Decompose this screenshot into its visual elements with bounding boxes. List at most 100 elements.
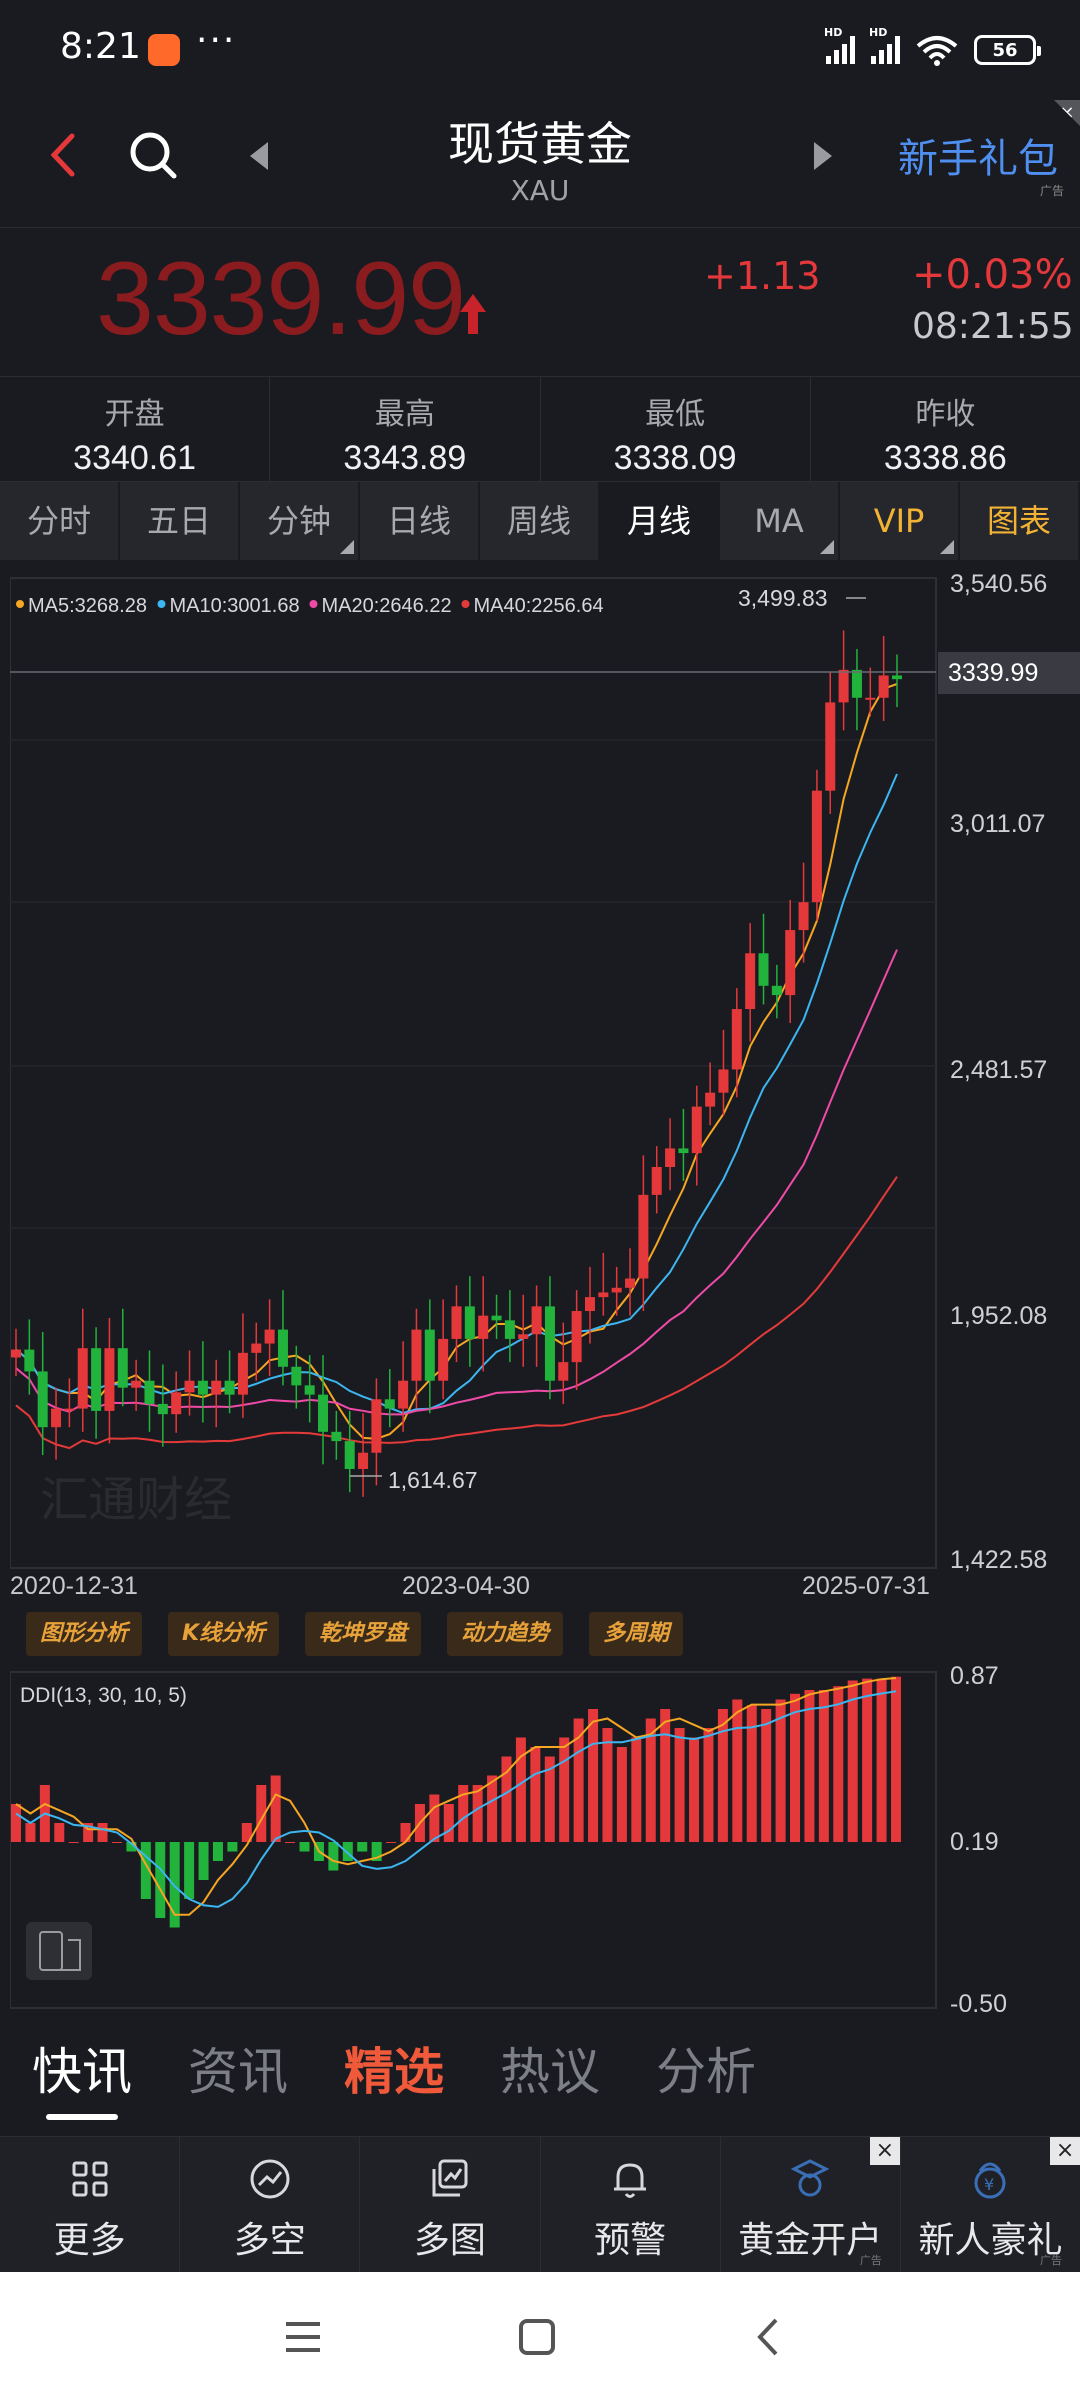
candle-body [678,1148,689,1154]
candle-body [625,1278,636,1288]
price-change: +1.13 [704,254,821,298]
next-instrument-icon[interactable] [808,138,838,174]
ddi-bar [54,1823,65,1842]
tab-chart[interactable]: 图表 [960,482,1080,560]
ddi-bar [371,1842,382,1861]
legend-dot [157,600,166,608]
tab-intraday[interactable]: 分时 [0,482,120,560]
prev-instrument-icon[interactable] [244,138,274,174]
candle-body [157,1403,168,1415]
home-icon[interactable] [512,2312,562,2362]
candle-body [51,1408,62,1428]
tab-monthly[interactable]: 月线 [600,482,720,560]
ddi-bar [847,1680,858,1842]
candle-body [571,1311,582,1363]
stat-low: 最低 3338.09 [541,377,811,481]
tool-multi-period[interactable]: 多周期 [589,1612,684,1656]
new-user-gift-button[interactable]: ¥ 新人豪礼 广告 × [901,2137,1080,2272]
tab-vip[interactable]: VIP [840,482,960,560]
tab-daily[interactable]: 日线 [360,482,480,560]
ddi-bar [328,1842,339,1871]
up-arrow-icon [460,294,486,334]
long-short-button[interactable]: 多空 [180,2137,361,2272]
ma-legend: MA5:3268.28 MA10:3001.68 MA20:2646.22 MA40:… [16,595,604,617]
ddi-bar [111,1842,122,1843]
tab-ma[interactable]: MA [720,482,840,560]
candles [11,630,902,1497]
candle-body [91,1348,102,1411]
ddi-bar [299,1842,310,1852]
menu-icon[interactable] [278,2312,328,2362]
alert-button[interactable]: 预警 [541,2137,721,2272]
x-tick-label: 2025-07-31 [802,1572,930,1600]
candle-body [798,902,809,931]
candle-body [691,1106,702,1154]
ddi-bar [83,1823,94,1842]
tool-graph-analysis[interactable]: 图形分析 [26,1612,143,1656]
tab-five-day[interactable]: 五日 [120,482,240,560]
stat-open: 开盘 3340.61 [0,377,271,481]
candle-body [304,1385,315,1395]
ddi-bar [184,1842,195,1899]
tab-news[interactable]: 资讯 [188,2043,288,2101]
multi-chart-button[interactable]: 多图 [360,2137,541,2272]
candle-body [344,1441,355,1469]
tab-discussion[interactable]: 热议 [500,2043,600,2101]
close-ad-icon[interactable]: × [869,2137,900,2165]
candle-body [24,1349,35,1372]
tab-minute[interactable]: 分钟 [240,482,360,560]
tab-flash-news[interactable]: 快讯 [32,2032,132,2128]
analysis-tools: 图形分析 K线分析 乾坤罗盘 动力趋势 多周期 [26,1612,684,1656]
quote-stats: 开盘 3340.61 最高 3343.89 最低 3338.09 昨收 3338.86 [0,376,1080,482]
current-price-tag: 3339.99 [938,652,1080,694]
candle-body [584,1297,595,1312]
back-icon[interactable] [40,120,90,190]
search-icon[interactable] [122,120,182,190]
legend-dot [16,600,24,608]
candle-body [184,1380,195,1393]
candle-body [598,1292,609,1298]
svg-text:¥: ¥ [984,2175,994,2194]
tab-analysis[interactable]: 分析 [656,2043,756,2101]
ddi-bar [746,1705,757,1842]
account-icon [790,2159,830,2197]
candle-body [558,1362,569,1381]
status-indicators: HD HD 56 [824,26,1041,70]
tab-weekly[interactable]: 周线 [480,482,600,560]
tab-featured[interactable]: 精选 [344,2043,444,2101]
back-nav-icon[interactable] [744,2312,794,2362]
candle-body [451,1306,462,1339]
signal-icon: HD [824,26,855,64]
tool-kline-analysis[interactable]: K线分析 [168,1612,280,1656]
ddi-bar [573,1718,584,1842]
candle-body [464,1306,475,1339]
candle-body [358,1452,369,1469]
more-button[interactable]: 更多 [0,2137,181,2272]
ddi-bar [833,1686,844,1842]
legend-dot [309,600,318,608]
close-ad-icon[interactable]: × [1050,2137,1080,2165]
candle-body [251,1343,262,1353]
bottom-toolbar: 更多 多空 多图 预警 黄金开户 广告 × [0,2136,1080,2272]
candle-body [811,790,822,903]
candle-body [504,1320,515,1339]
ddi-bar [443,1804,454,1842]
signal-icon-2: HD [869,26,900,64]
app-notification-icon [148,34,180,66]
ddi-bar [140,1842,151,1899]
fullscreen-icon[interactable] [26,1922,92,1980]
tool-compass[interactable]: 乾坤罗盘 [305,1612,422,1656]
legend-label: MA40:2256.64 [474,595,604,617]
tool-momentum[interactable]: 动力趋势 [447,1612,564,1656]
ddi-bar [227,1842,238,1852]
candlestick-chart[interactable]: MA5:3268.28 MA10:3001.68 MA20:2646.22 MA40:… [10,576,940,1570]
newbie-gift-link[interactable]: 新手礼包 [898,136,1058,182]
ddi-chart[interactable]: DDI(13, 30, 10, 5) [10,1670,940,2010]
ddi-bar [761,1709,772,1842]
candle-body [318,1394,329,1432]
news-tabs: 快讯 资讯 精选 热议 分析 [0,2032,1080,2128]
candle-body [892,675,902,680]
ddi-bar [11,1804,21,1842]
gold-account-button[interactable]: 黄金开户 广告 × [721,2137,901,2272]
legend-label: MA20:2646.22 [322,595,452,617]
